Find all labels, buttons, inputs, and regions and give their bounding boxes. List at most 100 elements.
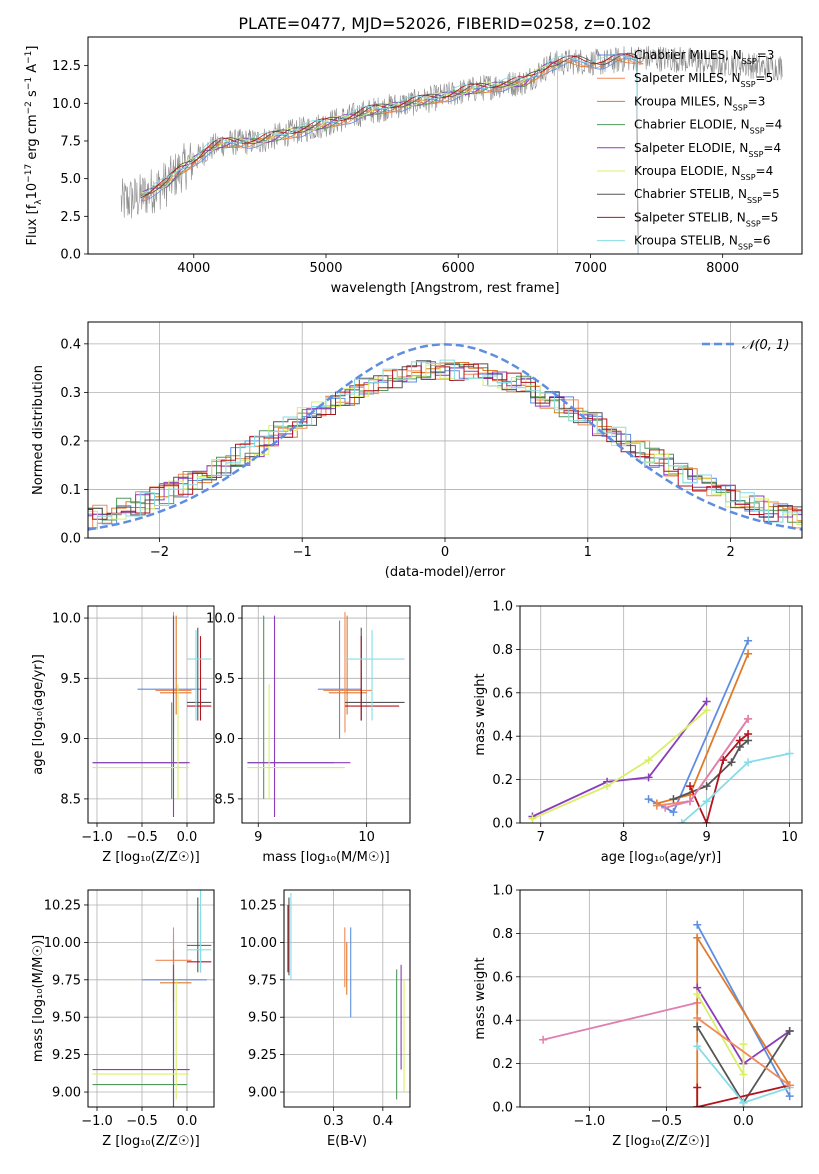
mass-weight-point <box>693 933 702 942</box>
x-tick-label: 7 <box>537 830 545 845</box>
y-tick-label: 2.5 <box>60 210 81 225</box>
y-tick-label: 0.2 <box>492 773 513 788</box>
y-tick-label: 10.25 <box>240 898 277 913</box>
legend-entry: 𝒩(0, 1) <box>742 338 789 353</box>
legend-entry: Salpeter ELODIE, NSSP=4 <box>634 141 781 159</box>
axes-frame <box>87 321 803 539</box>
mass-weight-point <box>693 990 702 999</box>
mass-weight-point <box>539 1035 548 1044</box>
axes-frame <box>87 605 215 824</box>
mass-weight-point <box>669 795 678 804</box>
x-tick-label: 9 <box>254 830 262 845</box>
mass-weight-point <box>702 697 711 706</box>
x-tick-label: −1.0 <box>81 830 113 845</box>
y-tick-label: 10.0 <box>52 97 81 112</box>
y-tick-label: 0.3 <box>60 386 81 401</box>
mass-weight-point <box>744 730 753 739</box>
axes-frame <box>519 605 803 824</box>
mass-weight-point <box>693 1083 702 1092</box>
x-tick-label: 8000 <box>706 261 739 276</box>
x-tick-label: −1.0 <box>81 1114 113 1129</box>
model-fit-line <box>140 58 644 202</box>
mass-weight-point <box>727 758 736 767</box>
y-tick-label: 9.0 <box>60 732 81 747</box>
mass-weight-point <box>669 808 678 817</box>
mass-weight-point <box>644 756 653 765</box>
spectrum-plot-area <box>120 45 783 254</box>
mass-weight-point <box>693 1042 702 1051</box>
y-tick-label: 0.0 <box>492 817 513 832</box>
x-tick-label: 4000 <box>177 261 210 276</box>
x-axis-label: Z [log₁₀(Z/Z☉)] <box>612 1134 709 1149</box>
y-tick-label: 9.5 <box>60 672 81 687</box>
mass-vs-Z-chart: −1.0 −0.5 0.0 9.00 9.25 9.50 9.75 10.00 10.25 Z [… <box>31 889 215 1149</box>
x-axis-label: Z [log₁₀(Z/Z☉)] <box>102 850 199 865</box>
legend-entry: Kroupa STELIB, NSSP=6 <box>634 234 771 252</box>
mass-vs-ebv-plot-area <box>287 892 405 1100</box>
x-tick-label: −1.0 <box>574 1114 606 1129</box>
mass-weight-point <box>702 706 711 715</box>
legend-entry: Kroupa ELODIE, NSSP=4 <box>634 164 773 182</box>
mass-weight-point <box>744 714 753 723</box>
x-axis-label: mass [log₁₀(M/M☉)] <box>262 850 389 865</box>
legend-entry: Salpeter MILES, NSSP=5 <box>634 71 773 89</box>
x-axis-label: (data-model)/error <box>385 565 506 580</box>
x-tick-label: 6000 <box>442 261 475 276</box>
model-fit-line <box>140 53 639 254</box>
x-tick-label: −0.5 <box>126 830 158 845</box>
mass-weight-point <box>744 636 753 645</box>
legend-entry: Kroupa MILES, NSSP=3 <box>634 94 765 112</box>
normal-reference-curve <box>88 343 802 531</box>
y-tick-label: 10.0 <box>206 612 235 627</box>
legend-entry: Chabrier STELIB, NSSP=5 <box>634 187 780 205</box>
mass-weight-point <box>677 819 686 823</box>
y-tick-label: 0.4 <box>492 1014 513 1029</box>
y-tick-label: 0.4 <box>60 337 81 352</box>
y-tick-label: 9.0 <box>214 732 235 747</box>
model-fit-line <box>140 58 644 203</box>
mass-weight-point <box>744 758 753 767</box>
mass-weight-point <box>693 1022 702 1031</box>
mass-vs-Z-plot-area <box>92 890 212 1107</box>
x-tick-label: 10 <box>358 830 375 845</box>
y-tick-label: 0.6 <box>492 686 513 701</box>
weight-vs-age-plot-area <box>528 636 794 823</box>
model-fit-line <box>140 60 558 254</box>
mass-weight-point <box>739 1070 748 1079</box>
mass-weight-series-line <box>656 653 749 805</box>
residuals-chart: −2 −1 0 1 2 0.0 0.1 0.2 0.3 0.4 (data-model)/error… <box>31 321 803 580</box>
y-tick-label: 8.5 <box>214 792 235 807</box>
weight-vs-age-chart: 7 8 9 10 0.0 0.2 0.4 0.6 0.8 1.0 age [log₁₀(age/yr… <box>473 600 803 865</box>
y-tick-label: 0.6 <box>492 970 513 985</box>
y-tick-label: 10.25 <box>44 898 81 913</box>
age-vs-Z-plot-area <box>92 612 212 817</box>
y-tick-label: 10.00 <box>240 936 277 951</box>
x-tick-label: 0 <box>441 545 449 560</box>
mass-weight-series-line <box>648 640 749 814</box>
x-tick-label: 0.0 <box>177 1114 198 1129</box>
y-tick-label: 0.1 <box>60 483 81 498</box>
mass-weight-point <box>686 797 695 806</box>
model-fit-line <box>140 57 644 202</box>
y-axis-label: age [log₁₀(age/yr)] <box>31 654 46 775</box>
x-tick-label: 2 <box>726 545 734 560</box>
x-tick-label: 9 <box>702 830 710 845</box>
y-tick-label: 0.2 <box>492 1057 513 1072</box>
x-tick-label: −1 <box>293 545 312 560</box>
residuals-plot-area <box>88 343 802 532</box>
age-vs-Z-chart: −1.0 −0.5 0.0 8.5 9.0 9.5 10.0 Z [log₁₀(Z/Z☉)] a… <box>31 605 215 865</box>
y-tick-label: 9.75 <box>248 973 277 988</box>
figure-title: PLATE=0477, MJD=52026, FIBERID=0258, z=0… <box>238 14 651 33</box>
x-tick-label: 5000 <box>309 261 342 276</box>
mass-weight-point <box>644 795 653 804</box>
age-vs-mass-plot-area <box>247 612 405 817</box>
mass-weight-series-line <box>696 1017 791 1087</box>
mass-weight-point <box>719 756 728 765</box>
x-tick-label: −0.5 <box>126 1114 158 1129</box>
y-tick-label: 10.0 <box>52 612 81 627</box>
y-axis-label: mass weight <box>473 957 488 1039</box>
mass-weight-series-line <box>542 1001 698 1041</box>
age-vs-mass-chart: 9 10 8.5 9.0 9.5 10.0 mass [log₁₀(M/M☉)] <box>206 605 411 865</box>
mass-weight-series-line <box>532 700 708 818</box>
